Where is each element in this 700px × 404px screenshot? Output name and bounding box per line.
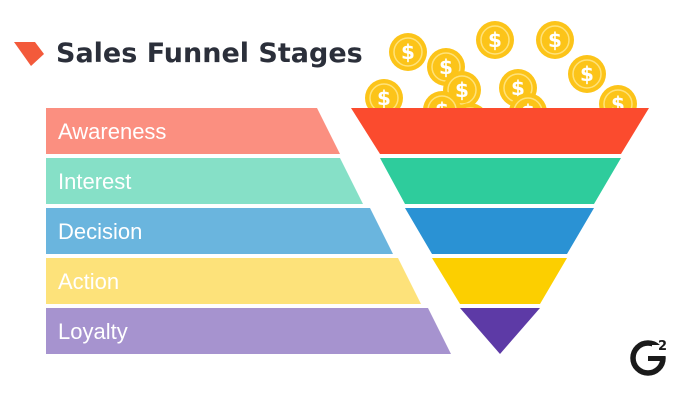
- stage-band-awareness: Awareness: [46, 108, 340, 154]
- title-mark-icon: [14, 42, 44, 66]
- stage-band-action: Action: [46, 258, 421, 304]
- dollar-sign-icon: $: [401, 40, 415, 64]
- stage-band-loyalty: Loyalty: [46, 308, 451, 354]
- stage-label: Action: [58, 269, 119, 294]
- dollar-sign-icon: $: [548, 28, 562, 52]
- page-title: Sales Funnel Stages: [56, 38, 363, 69]
- stage-label: Interest: [58, 169, 131, 194]
- dollar-sign-icon: $: [511, 76, 525, 100]
- stage-label: Decision: [58, 219, 142, 244]
- coin-icon: $: [568, 55, 606, 93]
- stage-label: Awareness: [58, 119, 166, 144]
- funnel-segment-interest: [380, 158, 621, 204]
- dollar-sign-icon: $: [488, 28, 502, 52]
- g2-logo-icon: 2: [630, 339, 667, 376]
- coin-icon: $: [536, 21, 574, 59]
- funnel-shape: [351, 108, 649, 354]
- dollar-sign-icon: $: [580, 62, 594, 86]
- logo-superscript: 2: [658, 339, 667, 354]
- coin-icon: $: [365, 79, 403, 117]
- stage-band-interest: Interest: [46, 158, 363, 204]
- stage-bands: Awareness Interest Decision Action Loyalty: [46, 108, 451, 354]
- stage-band-decision: Decision: [46, 208, 393, 254]
- dollar-sign-icon: $: [455, 78, 469, 102]
- coin-icon: $: [389, 33, 427, 71]
- header: Sales Funnel Stages: [14, 38, 363, 69]
- funnel-segment-action: [432, 258, 567, 304]
- dollar-sign-icon: $: [439, 55, 453, 79]
- funnel-segment-loyalty: [460, 308, 540, 354]
- coin-icon: $: [476, 21, 514, 59]
- funnel-segment-decision: [405, 208, 594, 254]
- dollar-sign-icon: $: [377, 86, 391, 110]
- stage-label: Loyalty: [58, 319, 128, 344]
- funnel-segment-awareness: [351, 108, 649, 154]
